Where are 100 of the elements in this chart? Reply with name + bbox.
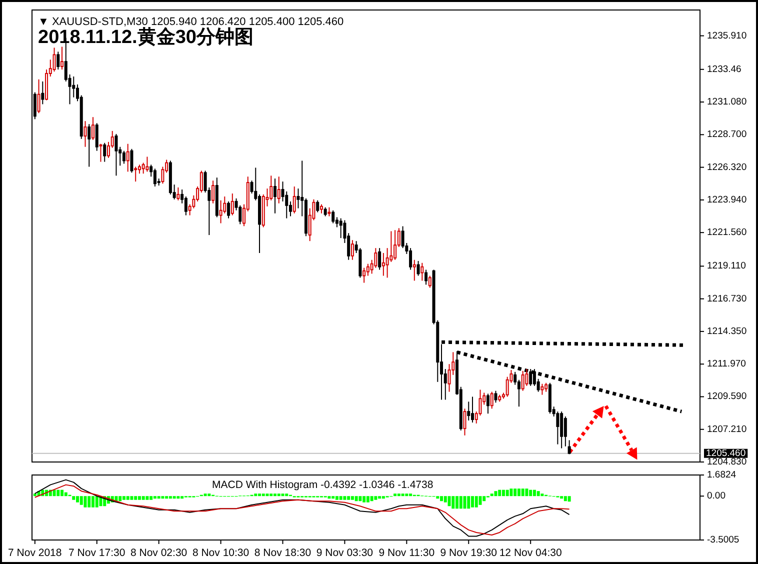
bar bbox=[478, 496, 482, 505]
bar bbox=[436, 496, 440, 499]
bar bbox=[208, 494, 211, 496]
bar bbox=[88, 496, 91, 508]
candlestick bbox=[91, 116, 94, 140]
bar bbox=[204, 494, 207, 496]
y-tick-label: 1209.590 bbox=[707, 391, 747, 402]
candlestick bbox=[568, 440, 571, 455]
bar bbox=[60, 490, 64, 496]
bar bbox=[138, 496, 141, 500]
candlestick bbox=[521, 370, 524, 392]
bar bbox=[180, 496, 184, 499]
bar bbox=[343, 496, 346, 500]
bar bbox=[382, 496, 385, 499]
candlestick bbox=[420, 262, 424, 282]
bar bbox=[525, 488, 528, 496]
candlestick bbox=[514, 371, 517, 386]
x-tick-label: 8 Nov 10:30 bbox=[192, 547, 250, 559]
bar bbox=[122, 496, 126, 500]
bar bbox=[350, 496, 354, 500]
y-tick-label: 1233.46 bbox=[707, 64, 742, 75]
bar bbox=[339, 496, 342, 500]
bar bbox=[456, 496, 459, 509]
candlestick bbox=[332, 210, 335, 224]
text: ▼ XAUUSD-STD,M30 1205.940 1206.420 1205.400 1205.460 bbox=[38, 16, 344, 28]
bar bbox=[134, 496, 138, 500]
bar bbox=[405, 494, 408, 496]
bar bbox=[262, 494, 265, 496]
candlestick bbox=[529, 368, 532, 386]
bar bbox=[444, 496, 447, 502]
y-tick-label: 1214.350 bbox=[707, 326, 747, 337]
candlestick bbox=[103, 142, 106, 162]
bar bbox=[532, 490, 536, 496]
bar bbox=[270, 494, 273, 496]
bar bbox=[459, 496, 462, 509]
candlestick bbox=[467, 401, 470, 421]
bar bbox=[95, 496, 98, 508]
candlestick bbox=[95, 122, 98, 152]
candlestick bbox=[277, 176, 280, 204]
bar bbox=[52, 490, 56, 496]
bar bbox=[482, 496, 486, 502]
candlestick bbox=[564, 416, 567, 447]
candlestick bbox=[378, 248, 382, 270]
y-tick-label: 1231.080 bbox=[707, 96, 747, 108]
bar bbox=[347, 496, 350, 500]
bar bbox=[409, 494, 412, 496]
candlestick bbox=[540, 383, 544, 396]
bar bbox=[474, 496, 478, 508]
candlestick bbox=[88, 124, 91, 168]
bar bbox=[521, 488, 524, 496]
candlestick bbox=[273, 178, 276, 214]
y-tick-label: 1207.210 bbox=[707, 424, 747, 435]
y-tick-label: 0.00 bbox=[707, 490, 726, 502]
bar bbox=[440, 496, 444, 502]
bar bbox=[354, 496, 358, 502]
y-tick-label: 1223.940 bbox=[707, 194, 747, 206]
candlestick bbox=[60, 46, 64, 70]
bar bbox=[254, 494, 258, 496]
bar bbox=[490, 494, 494, 496]
bar bbox=[91, 496, 94, 508]
candlestick bbox=[219, 200, 222, 224]
text: 2018.11.12.黄金30分钟图 bbox=[38, 26, 254, 48]
bar bbox=[130, 496, 134, 500]
chart-title: MACD With Histogram -0.4392 -1.0346 -1.4738 bbox=[212, 479, 434, 491]
bar bbox=[514, 488, 517, 496]
ref-line-label: 1205.460 bbox=[706, 448, 746, 459]
candlestick bbox=[490, 391, 494, 410]
bar bbox=[374, 496, 378, 500]
bar bbox=[470, 496, 474, 508]
candlestick bbox=[134, 166, 138, 182]
candlestick bbox=[350, 240, 354, 260]
bar bbox=[277, 494, 280, 496]
candlestick bbox=[532, 368, 536, 386]
bar bbox=[536, 491, 540, 496]
y-tick-label: 1235.910 bbox=[707, 30, 747, 42]
candlestick bbox=[382, 252, 385, 276]
candlestick bbox=[285, 190, 288, 219]
bar bbox=[56, 490, 60, 496]
bar bbox=[150, 496, 153, 500]
bar bbox=[540, 494, 544, 496]
x-tick-label: 12 Nov 04:30 bbox=[499, 547, 562, 559]
x-tick-label: 7 Nov 2018 bbox=[8, 547, 62, 559]
bar bbox=[502, 490, 505, 496]
bar bbox=[397, 494, 400, 496]
bar bbox=[362, 496, 366, 502]
candlestick bbox=[153, 168, 156, 187]
bar bbox=[568, 496, 571, 502]
bar bbox=[266, 494, 269, 496]
bar bbox=[64, 492, 68, 496]
candlestick bbox=[470, 396, 474, 424]
bar bbox=[153, 496, 156, 499]
x-tick-label: 9 Nov 03:30 bbox=[316, 547, 374, 559]
candlestick bbox=[114, 133, 118, 176]
bar bbox=[517, 488, 520, 496]
candlestick bbox=[339, 218, 342, 239]
candlestick bbox=[212, 180, 215, 204]
bar bbox=[328, 496, 331, 499]
bar bbox=[76, 496, 79, 502]
candlestick bbox=[84, 120, 87, 148]
candlestick bbox=[320, 204, 323, 214]
